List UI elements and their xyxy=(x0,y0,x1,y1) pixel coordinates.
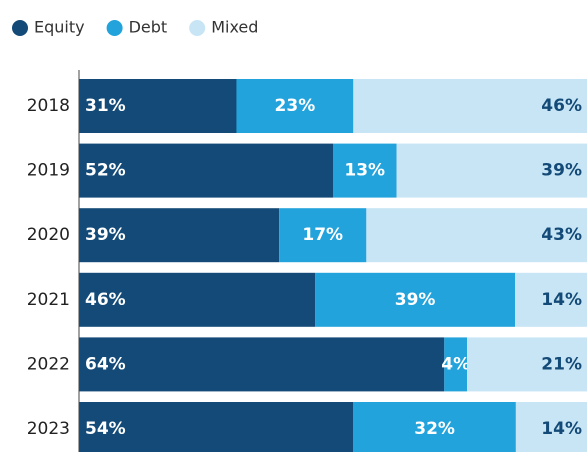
bar-segment xyxy=(353,402,516,452)
bar-segment xyxy=(353,79,587,133)
data-label: 17% xyxy=(302,225,343,245)
y-tick-label: 2020 xyxy=(27,225,70,245)
data-label: 64% xyxy=(85,354,126,374)
bar-segment xyxy=(515,272,587,327)
bar-segment xyxy=(515,402,587,452)
bar-segment xyxy=(279,208,367,263)
legend-swatch xyxy=(106,20,123,36)
data-label: 32% xyxy=(414,419,455,439)
legend-swatch xyxy=(12,20,28,36)
data-label: 39% xyxy=(85,225,126,245)
bar-segment xyxy=(333,143,397,198)
data-label: 31% xyxy=(85,96,126,116)
bar-segment xyxy=(79,143,333,198)
data-label: 13% xyxy=(344,161,385,181)
legend-swatch xyxy=(189,20,206,36)
data-label: 23% xyxy=(275,96,316,116)
bar-segment xyxy=(79,208,280,263)
bar-segment xyxy=(79,272,316,327)
bar-segment xyxy=(79,79,237,133)
bar-segment xyxy=(444,337,468,392)
bar-segment xyxy=(315,272,516,327)
data-label: 4% xyxy=(441,354,470,374)
data-label: 43% xyxy=(541,225,582,245)
data-label: 14% xyxy=(541,290,582,310)
legend-label: Equity xyxy=(34,18,85,37)
data-label: 46% xyxy=(541,96,582,116)
bar-segment xyxy=(79,402,354,452)
y-tick-label: 2022 xyxy=(27,354,70,374)
y-tick-label: 2019 xyxy=(27,161,70,181)
y-tick-label: 2021 xyxy=(27,290,70,310)
bar-segment xyxy=(366,208,587,263)
legend-label: Debt xyxy=(129,18,168,37)
data-label: 52% xyxy=(85,161,126,181)
bar-segment xyxy=(79,337,445,392)
bar-segment xyxy=(396,143,587,198)
y-tick-label: 2018 xyxy=(27,96,70,116)
data-label: 39% xyxy=(395,290,436,310)
data-label: 54% xyxy=(85,419,126,439)
bar-segment xyxy=(236,79,354,133)
data-label: 21% xyxy=(541,354,582,374)
y-tick-label: 2023 xyxy=(27,419,70,439)
data-label: 14% xyxy=(541,419,582,439)
legend-label: Mixed xyxy=(211,18,258,37)
data-label: 46% xyxy=(85,290,126,310)
data-label: 39% xyxy=(541,161,582,181)
bar-segment xyxy=(467,337,587,392)
